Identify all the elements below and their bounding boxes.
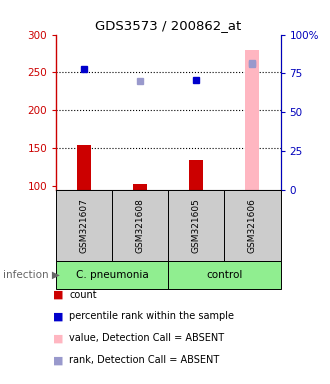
Text: GSM321607: GSM321607 [80, 198, 89, 253]
Text: percentile rank within the sample: percentile rank within the sample [69, 311, 234, 321]
Bar [77, 144, 91, 190]
Text: ■: ■ [52, 311, 63, 321]
Title: GDS3573 / 200862_at: GDS3573 / 200862_at [95, 19, 242, 32]
Bar [189, 160, 203, 190]
Text: rank, Detection Call = ABSENT: rank, Detection Call = ABSENT [69, 355, 219, 365]
Text: count: count [69, 290, 97, 300]
Bar [133, 184, 147, 190]
Text: ■: ■ [52, 355, 63, 365]
Text: control: control [206, 270, 243, 280]
Text: ■: ■ [52, 333, 63, 343]
Text: value, Detection Call = ABSENT: value, Detection Call = ABSENT [69, 333, 224, 343]
Text: GSM321606: GSM321606 [248, 198, 257, 253]
Text: C. pneumonia: C. pneumonia [76, 270, 148, 280]
Bar [246, 50, 259, 190]
Text: GSM321605: GSM321605 [192, 198, 201, 253]
Text: ■: ■ [52, 290, 63, 300]
Text: GSM321608: GSM321608 [136, 198, 145, 253]
Text: infection ▶: infection ▶ [3, 270, 60, 280]
